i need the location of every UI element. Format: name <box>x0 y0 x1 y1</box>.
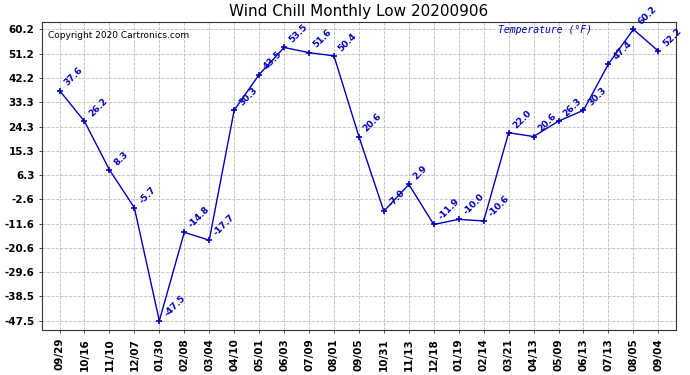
Text: 37.6: 37.6 <box>62 66 84 88</box>
Title: Wind Chill Monthly Low 20200906: Wind Chill Monthly Low 20200906 <box>229 4 489 19</box>
Text: 53.5: 53.5 <box>287 23 309 45</box>
Text: 20.6: 20.6 <box>536 112 558 134</box>
Text: 30.3: 30.3 <box>237 86 259 108</box>
Text: -10.0: -10.0 <box>462 192 486 217</box>
Text: -14.8: -14.8 <box>187 205 212 230</box>
Text: 26.3: 26.3 <box>561 96 583 118</box>
Text: 50.4: 50.4 <box>337 31 359 53</box>
Text: 43.5: 43.5 <box>262 50 284 72</box>
Text: 52.2: 52.2 <box>661 26 683 48</box>
Text: -7.0: -7.0 <box>386 188 407 209</box>
Text: -11.9: -11.9 <box>437 197 462 222</box>
Text: 2.9: 2.9 <box>412 164 429 182</box>
Text: Temperature (°F): Temperature (°F) <box>498 25 592 35</box>
Text: 30.3: 30.3 <box>586 86 608 108</box>
Text: Copyright 2020 Cartronics.com: Copyright 2020 Cartronics.com <box>48 31 190 40</box>
Text: 26.2: 26.2 <box>87 97 109 118</box>
Text: 22.0: 22.0 <box>511 108 533 130</box>
Text: 47.4: 47.4 <box>611 39 633 61</box>
Text: 8.3: 8.3 <box>112 150 130 167</box>
Text: 51.6: 51.6 <box>312 28 334 50</box>
Text: -5.7: -5.7 <box>137 184 157 205</box>
Text: 60.2: 60.2 <box>636 4 658 27</box>
Text: -10.6: -10.6 <box>486 194 511 218</box>
Text: 20.6: 20.6 <box>362 112 384 134</box>
Text: -47.5: -47.5 <box>162 293 187 318</box>
Text: -17.7: -17.7 <box>212 213 237 237</box>
